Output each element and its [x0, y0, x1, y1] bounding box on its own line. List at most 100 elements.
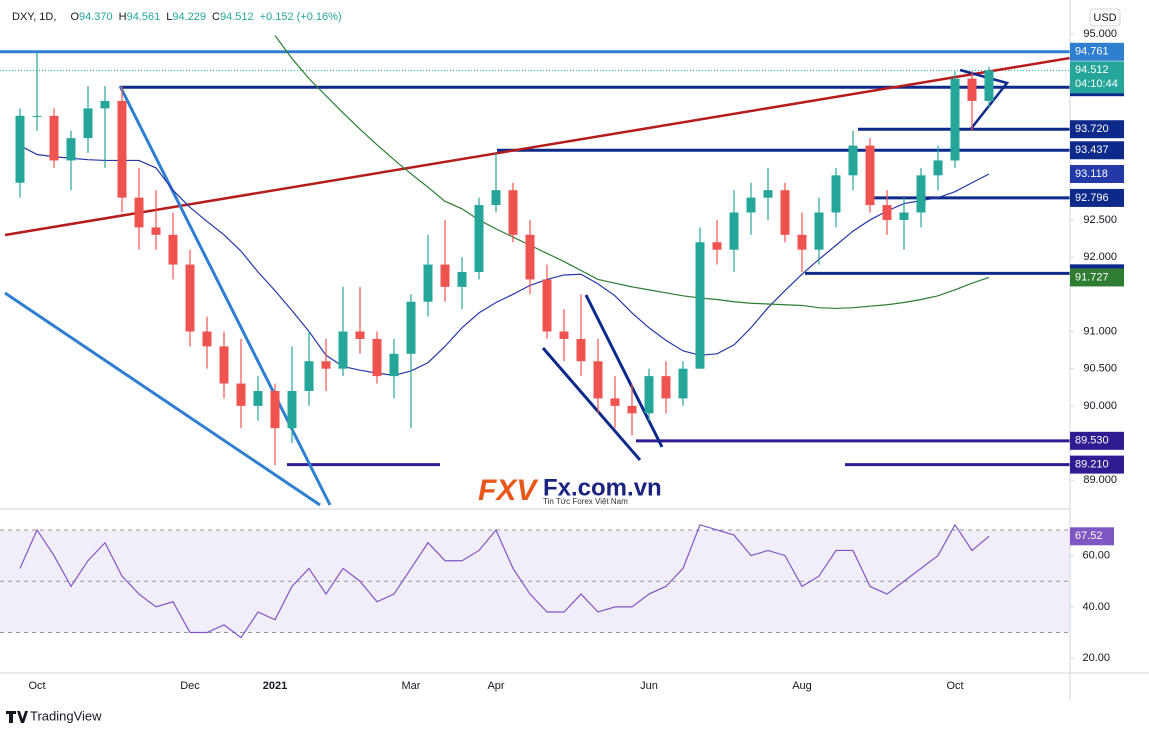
level-tag: 92.796 [1075, 192, 1109, 204]
watermark-logo: FXV [478, 474, 539, 507]
candle-body [729, 212, 739, 250]
candle-body [661, 376, 671, 399]
candle-body [593, 361, 603, 399]
watermark-tagline: Tin Tức Forex Việt Nam [543, 497, 628, 506]
ohlc-value: 94.561 [127, 11, 161, 23]
candle-body [287, 390, 297, 429]
level-tag-bg [1070, 188, 1124, 207]
level-tag: 94.761 [1075, 46, 1109, 58]
y-tick-label: 90.500 [1083, 363, 1117, 375]
candle-body [559, 331, 569, 339]
candle-body [576, 338, 586, 362]
moving-average [274, 35, 990, 310]
candle-body [627, 405, 637, 414]
level-tag-bg [1070, 42, 1124, 61]
triangle [959, 68, 1010, 131]
candle-body [440, 264, 450, 287]
candle-body [355, 331, 365, 339]
tv-logo [6, 711, 28, 723]
rsi-tick-label: 60.00 [1082, 549, 1110, 561]
y-tick-label: 92.000 [1083, 251, 1117, 263]
x-tick-label: Jun [640, 680, 658, 692]
x-tick-label: Oct [28, 680, 45, 692]
candle-body [542, 279, 552, 332]
ohlc-key: H [119, 11, 127, 23]
moving-average [19, 145, 990, 376]
candle-body [882, 205, 892, 220]
trend-line [584, 294, 664, 448]
candle-body [423, 264, 433, 302]
candle-body [899, 212, 909, 220]
candle-body [780, 190, 790, 235]
candle-body [933, 160, 943, 176]
candle-body [457, 272, 467, 287]
candle-body [712, 242, 722, 250]
currency: USD [1093, 12, 1116, 24]
candle-body [253, 390, 263, 406]
countdown: 04:10:44 [1075, 78, 1118, 90]
level-tag: 89.530 [1075, 435, 1109, 447]
x-tick-label: Mar [402, 680, 421, 692]
rsi-guides [0, 529, 1070, 634]
last-price-tag-bg [1070, 61, 1124, 94]
y-tick-label: 91.000 [1083, 325, 1117, 337]
candle-body [916, 175, 926, 213]
candle-body [491, 190, 501, 206]
x-tick-label: Dec [180, 680, 200, 692]
candle-body [117, 100, 127, 198]
candle-body [797, 234, 807, 250]
candle-body [814, 212, 824, 250]
moving-averages [19, 35, 990, 376]
trend-line [4, 291, 321, 507]
ohlc-key: C [212, 11, 220, 23]
x-tick-label: Aug [792, 680, 812, 692]
candle-body [865, 145, 875, 206]
candle-body [644, 376, 654, 414]
candle-body [389, 353, 399, 377]
level-tag-bg [1070, 141, 1124, 160]
symbol: DXY, 1D, [12, 11, 56, 23]
trend-line [118, 85, 332, 506]
header: DXY, 1D, O94.370 H94.561 L94.229 C94.512 +0.1… [12, 11, 342, 23]
candle-body [508, 190, 518, 235]
candle-body [678, 368, 688, 399]
candle-body [695, 242, 705, 369]
candle-body [950, 78, 960, 161]
rsi-panel [19, 523, 990, 639]
level-tag-bg [1070, 431, 1124, 450]
candle-body [967, 78, 977, 101]
rsi-tag-bg [1070, 527, 1114, 546]
candle-body [185, 264, 195, 332]
candle-body [525, 234, 535, 280]
axes: 95.000 92.500 92.000 91.000 90.500 90.000 89.0… [28, 28, 1117, 692]
ohlc-value: 94.370 [79, 11, 113, 23]
trend-lines [4, 56, 1071, 507]
candle-body [270, 390, 280, 429]
candle-body [66, 138, 76, 161]
rsi-tick-label: 40.00 [1082, 601, 1110, 613]
x-tick-label: 2021 [263, 680, 287, 692]
watermark-brand: Fx.com.vn [543, 474, 662, 501]
footer: TradingView [30, 708, 102, 723]
ohlc-key: O [70, 11, 79, 23]
watermark-box [440, 463, 845, 507]
trend-line [541, 347, 642, 461]
y-tick-label: 95.000 [1083, 28, 1117, 40]
candles [15, 52, 994, 466]
level-tag: 93.720 [1075, 123, 1109, 135]
x-tick-label: Oct [946, 680, 963, 692]
candle-body [610, 398, 620, 406]
candle-body [372, 338, 382, 377]
level-tag: 93.437 [1075, 144, 1109, 156]
price-tags: 94.76194.28593.72093.43792.79691.78289.5… [1070, 42, 1124, 546]
candle-body [168, 234, 178, 265]
ma-tag: 91.727 [1075, 271, 1109, 283]
ohlc-value: 94.512 [220, 11, 254, 23]
y-tick-label: 90.000 [1083, 400, 1117, 412]
y-tick-label: 92.500 [1083, 214, 1117, 226]
candle-body [474, 205, 484, 273]
currency-box [1089, 8, 1121, 27]
level-tag-bg [1070, 455, 1124, 474]
y-tick-label: 89.000 [1083, 474, 1117, 486]
